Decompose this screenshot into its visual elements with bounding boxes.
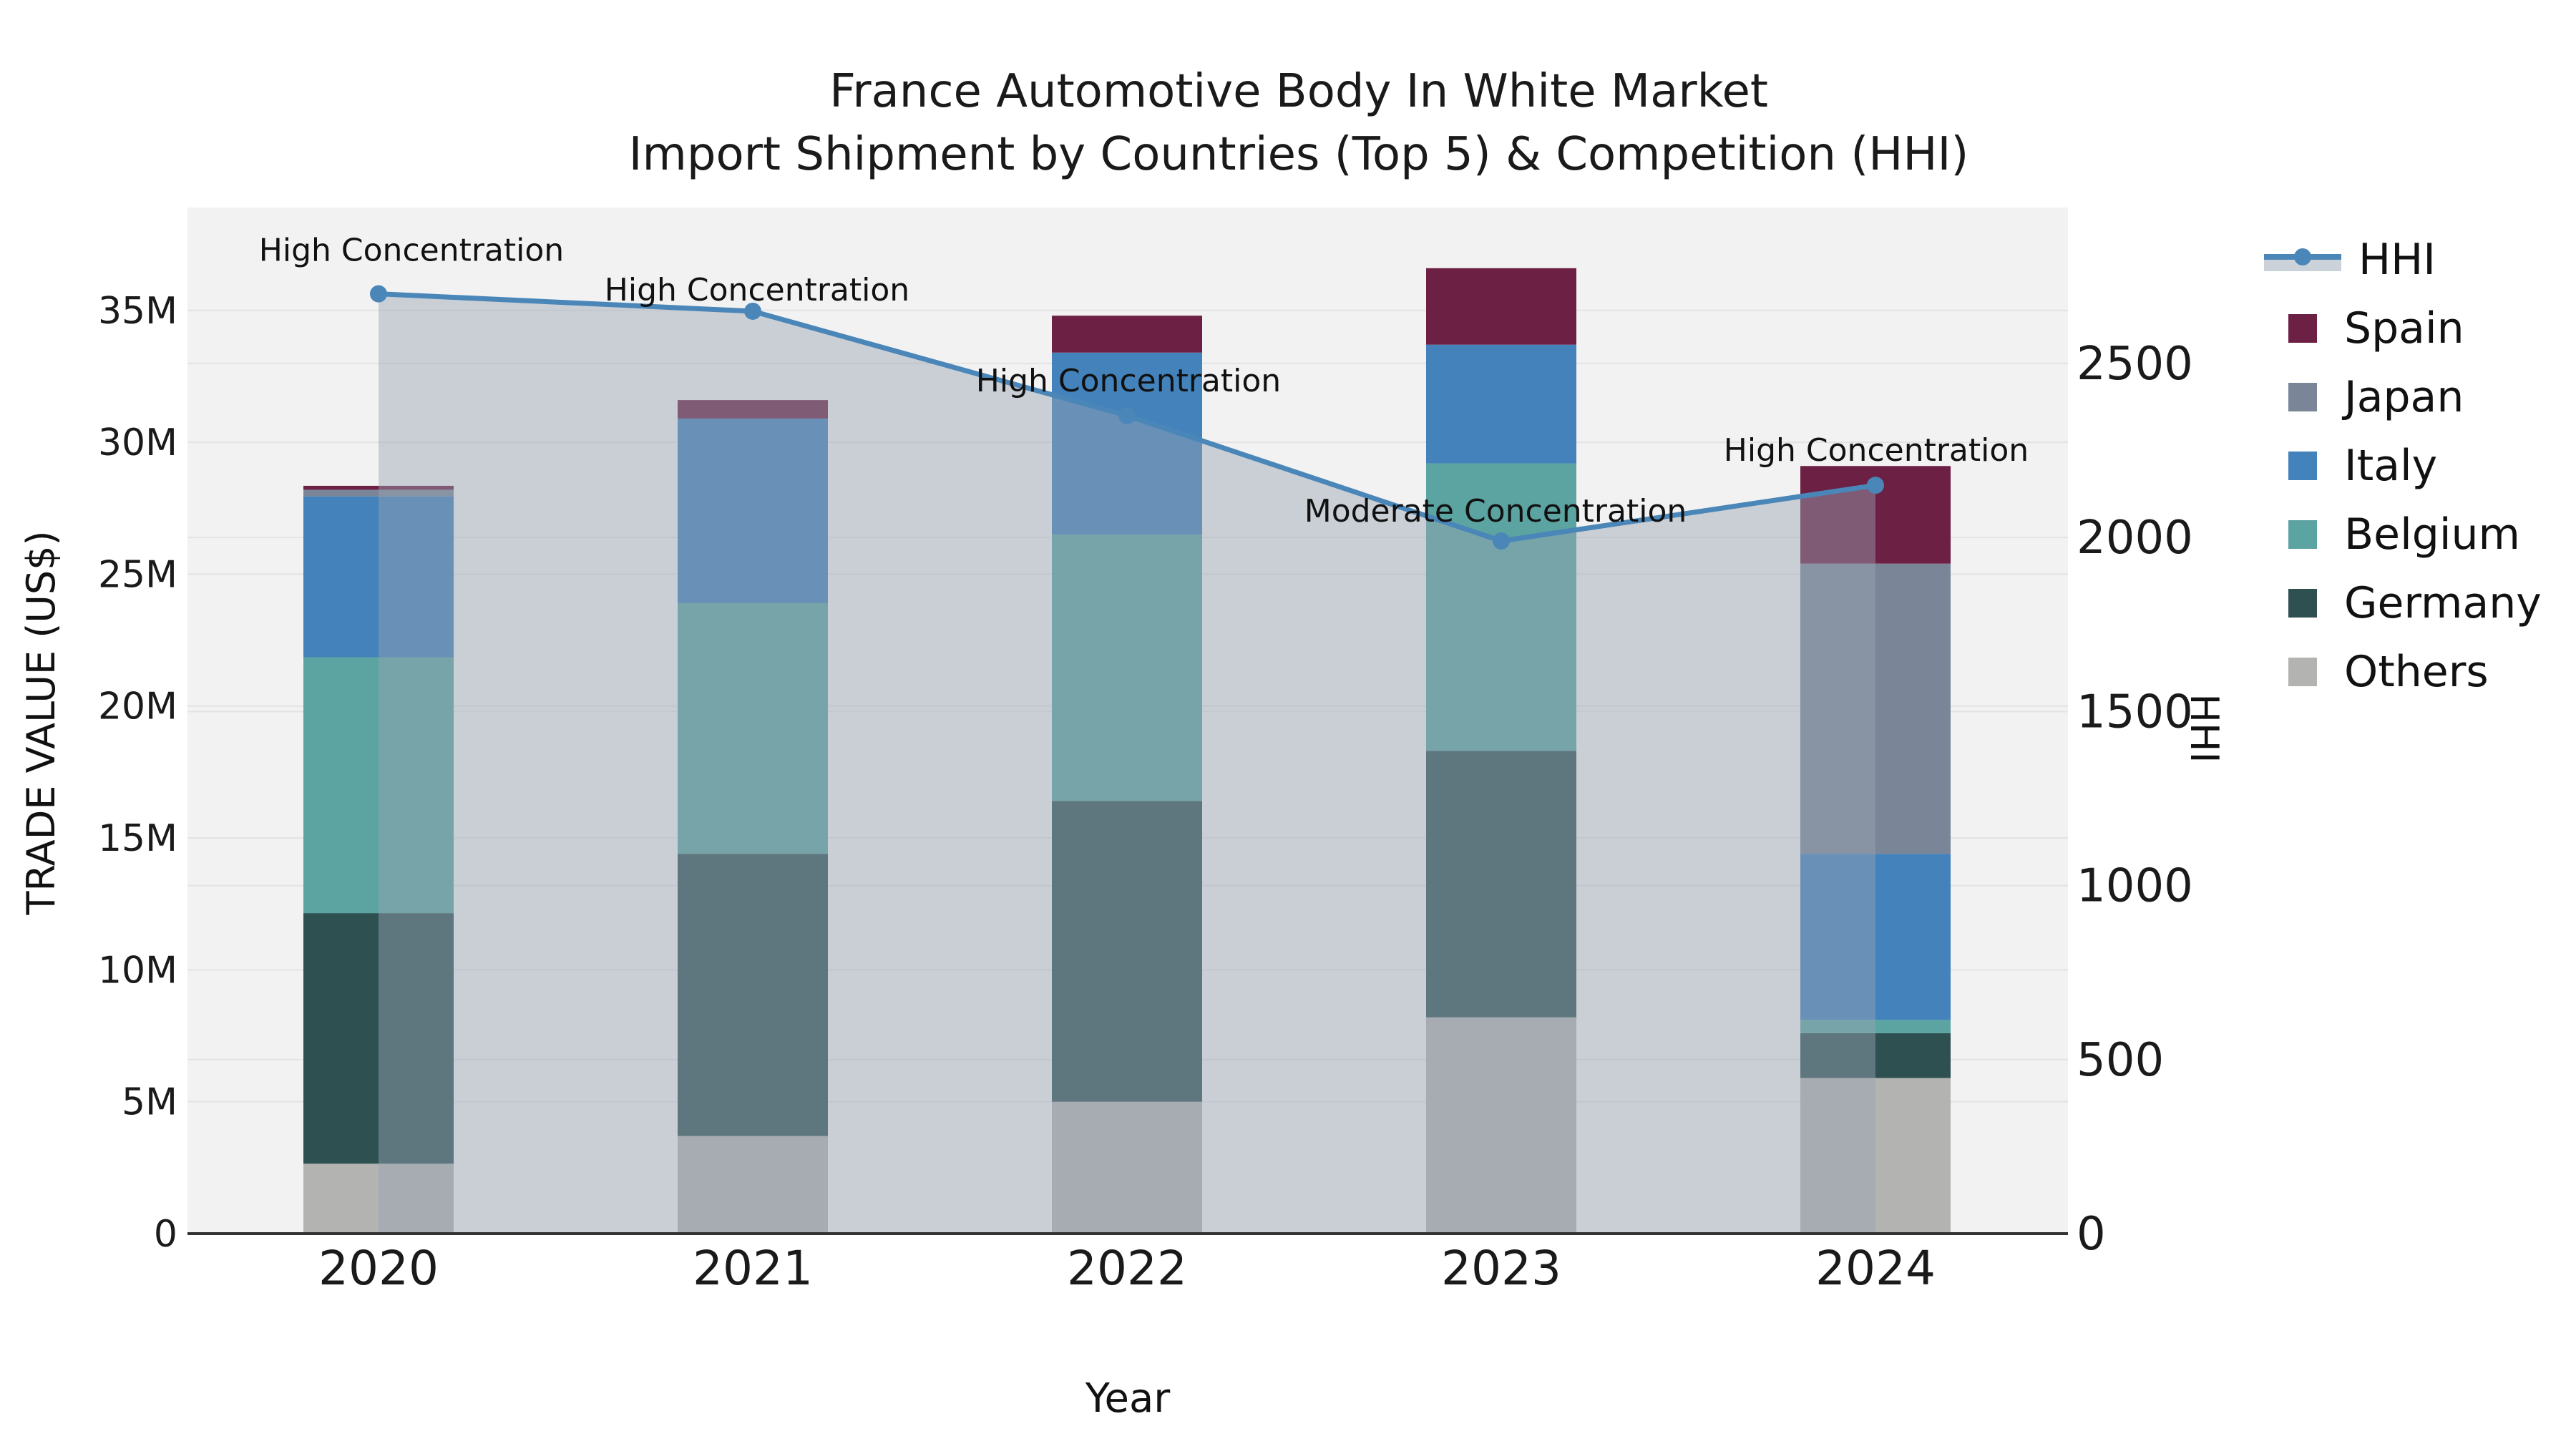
x-tick-2020: 2020	[318, 1241, 439, 1296]
legend-swatch-spain	[2288, 314, 2317, 343]
legend-item-italy: Italy	[2261, 431, 2542, 500]
legend-swatch-italy	[2288, 452, 2317, 480]
y-left-tick-0: 0	[154, 1213, 177, 1256]
bar-segment-2022-spain	[1052, 316, 1202, 353]
x-tick-2024: 2024	[1815, 1241, 1936, 1296]
legend-label-others: Others	[2344, 647, 2489, 697]
bar-segment-2021-germany	[678, 854, 828, 1136]
legend-label-japan: Japan	[2344, 372, 2464, 422]
bar-segment-2024-others	[1800, 1078, 1951, 1234]
y-left-tick-35M: 35M	[98, 290, 177, 333]
bar-segment-2023-germany	[1426, 751, 1576, 1018]
legend-swatch-others	[2288, 658, 2317, 686]
bar-segment-2020-japan	[303, 489, 454, 497]
bar-segment-2021-spain	[678, 400, 828, 419]
legend-swatch-japan	[2288, 383, 2317, 411]
chart-title-line1: France Automotive Body In White Market	[829, 65, 1768, 118]
bar-segment-2020-italy	[303, 496, 454, 658]
legend-label-italy: Italy	[2344, 441, 2438, 491]
hhi-marker-2021	[744, 302, 761, 320]
hhi-annotation-2022: High Concentration	[976, 363, 1281, 399]
y-left-tick-30M: 30M	[98, 421, 177, 464]
legend: HHI Spain Japan Italy Belgium Germany Others	[2261, 225, 2542, 706]
legend-item-spain: Spain	[2261, 294, 2542, 363]
y-right-tick-2000: 2000	[2077, 512, 2193, 565]
y-right-tick-1500: 1500	[2077, 686, 2193, 738]
legend-hhi-line-icon	[2264, 245, 2341, 274]
bar-segment-2021-belgium	[678, 602, 828, 854]
legend-swatch-belgium	[2288, 520, 2317, 549]
bar-segment-2024-japan	[1800, 563, 1951, 854]
bar-segment-2020-belgium	[303, 657, 454, 914]
y-right-tick-1000: 1000	[2077, 860, 2193, 913]
legend-label-hhi: HHI	[2358, 235, 2436, 285]
hhi-marker-2023	[1493, 532, 1510, 550]
legend-label-germany: Germany	[2344, 578, 2542, 628]
x-tick-2022: 2022	[1067, 1241, 1187, 1296]
legend-swatch-germany	[2288, 589, 2317, 618]
bar-segment-2020-germany	[303, 913, 454, 1164]
bar-segment-2020-spain	[303, 485, 454, 490]
bar-segment-2023-italy	[1426, 344, 1576, 464]
y-left-tick-15M: 15M	[98, 817, 177, 860]
legend-item-others: Others	[2261, 638, 2542, 706]
bar-segment-2022-others	[1052, 1101, 1202, 1234]
chart-title-line2: Import Shipment by Countries (Top 5) & C…	[628, 128, 1969, 181]
bar-segment-2024-germany	[1800, 1033, 1951, 1078]
hhi-annotation-2021: High Concentration	[605, 272, 909, 308]
bar-segment-2021-others	[678, 1136, 828, 1234]
bar-segment-2022-germany	[1052, 801, 1202, 1102]
y-axis-left-title: TRADE VALUE (US$)	[19, 530, 64, 915]
legend-item-germany: Germany	[2261, 569, 2542, 638]
x-tick-2023: 2023	[1441, 1241, 1561, 1296]
legend-item-belgium: Belgium	[2261, 500, 2542, 569]
hhi-annotation-2023: Moderate Concentration	[1304, 493, 1687, 530]
hhi-annotation-2020: High Concentration	[259, 233, 564, 269]
hhi-marker-2020	[370, 285, 387, 303]
bar-segment-2020-others	[303, 1163, 454, 1234]
x-tick-2021: 2021	[693, 1241, 813, 1296]
hhi-area-fill	[379, 293, 1875, 1234]
bar-segment-2021-italy	[678, 418, 828, 603]
bar-segment-2023-spain	[1426, 268, 1576, 345]
bar-segment-2022-belgium	[1052, 535, 1202, 801]
x-axis-title: Year	[1085, 1375, 1171, 1422]
bar-segment-2023-others	[1426, 1017, 1576, 1234]
legend-item-hhi: HHI	[2261, 225, 2542, 294]
hhi-marker-2022	[1118, 406, 1136, 424]
y-left-tick-25M: 25M	[98, 553, 177, 596]
bar-segment-2022-italy	[1052, 352, 1202, 535]
y-axis-right-title: HHI	[2182, 693, 2227, 763]
legend-item-japan: Japan	[2261, 363, 2542, 431]
bar-segment-2023-belgium	[1426, 463, 1576, 751]
y-right-tick-0: 0	[2077, 1208, 2106, 1261]
y-left-tick-5M: 5M	[122, 1081, 177, 1124]
bar-segment-2024-italy	[1800, 854, 1951, 1020]
hhi-marker-2024	[1867, 477, 1884, 494]
y-right-tick-500: 500	[2077, 1034, 2164, 1087]
y-right-tick-2500: 2500	[2077, 338, 2193, 391]
hhi-annotation-2024: High Concentration	[1724, 432, 2029, 469]
y-left-tick-10M: 10M	[98, 949, 177, 992]
bar-segment-2024-belgium	[1800, 1020, 1951, 1033]
legend-label-belgium: Belgium	[2344, 509, 2520, 560]
y-left-tick-20M: 20M	[98, 686, 177, 728]
legend-label-spain: Spain	[2344, 303, 2464, 353]
